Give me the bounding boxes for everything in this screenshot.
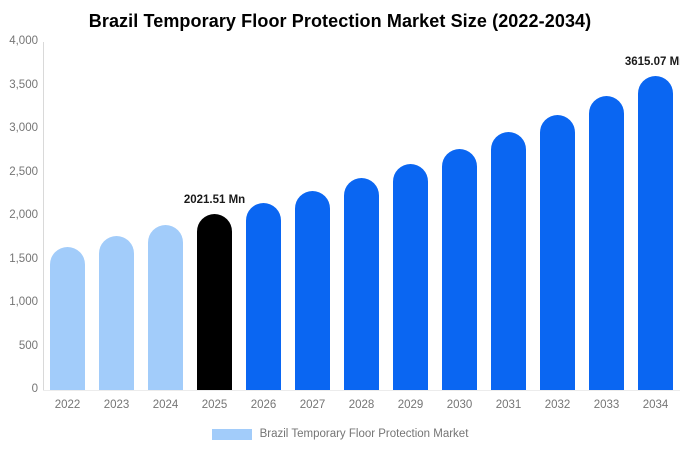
bar-2029 xyxy=(393,163,428,390)
y-tick-label: 500 xyxy=(18,339,38,352)
bar-2022 xyxy=(50,247,85,390)
y-tick-label: 0 xyxy=(31,383,38,395)
legend-swatch xyxy=(211,428,252,440)
x-tick-label: 2027 xyxy=(299,399,326,411)
legend-label: Brazil Temporary Floor Protection Market xyxy=(259,428,469,440)
bar-2024 xyxy=(148,225,183,390)
bar-2027 xyxy=(295,190,330,390)
bar-2033 xyxy=(589,95,624,390)
y-tick-label: 4,000 xyxy=(9,35,38,47)
x-tick-label: 2028 xyxy=(348,399,375,411)
y-tick-label: 1,000 xyxy=(9,296,38,308)
x-tick-label: 2032 xyxy=(544,399,571,411)
x-tick-label: 2024 xyxy=(152,399,179,411)
y-tick-label: 1,500 xyxy=(9,252,38,265)
bar-2025 xyxy=(197,214,232,390)
bar-2026 xyxy=(246,202,281,390)
y-tick-label: 3,000 xyxy=(9,122,38,134)
y-tick-label: 3,500 xyxy=(9,78,38,91)
x-tick-label: 2023 xyxy=(103,399,130,411)
y-axis-line xyxy=(43,42,44,390)
bar-2032 xyxy=(540,115,575,390)
x-tick-label: 2029 xyxy=(397,399,424,411)
x-tick-label: 2026 xyxy=(250,399,277,411)
legend: Brazil Temporary Floor Protection Market xyxy=(0,425,680,443)
bar-2034 xyxy=(638,75,673,390)
bar-2030 xyxy=(442,149,477,390)
bar-2031 xyxy=(491,132,526,390)
plot-area: 2021.51 Mn 3615.07 Mn xyxy=(43,42,680,390)
chart-title: Brazil Temporary Floor Protection Market… xyxy=(88,11,592,31)
bar-2023 xyxy=(99,236,134,390)
data-label-2034: 3615.07 Mn xyxy=(624,55,680,68)
x-tick-label: 2022 xyxy=(54,399,81,411)
x-tick-label: 2031 xyxy=(495,399,522,411)
bar-2028 xyxy=(344,178,379,390)
data-label-2025: 2021.51 Mn xyxy=(183,194,246,207)
x-tick-label: 2034 xyxy=(642,399,669,411)
x-tick-label: 2033 xyxy=(593,399,620,411)
y-tick-label: 2,000 xyxy=(9,209,38,221)
y-tick-label: 2,500 xyxy=(9,165,38,178)
x-tick-label: 2030 xyxy=(446,399,473,411)
x-tick-label: 2025 xyxy=(201,399,228,411)
x-axis-line xyxy=(43,390,680,391)
